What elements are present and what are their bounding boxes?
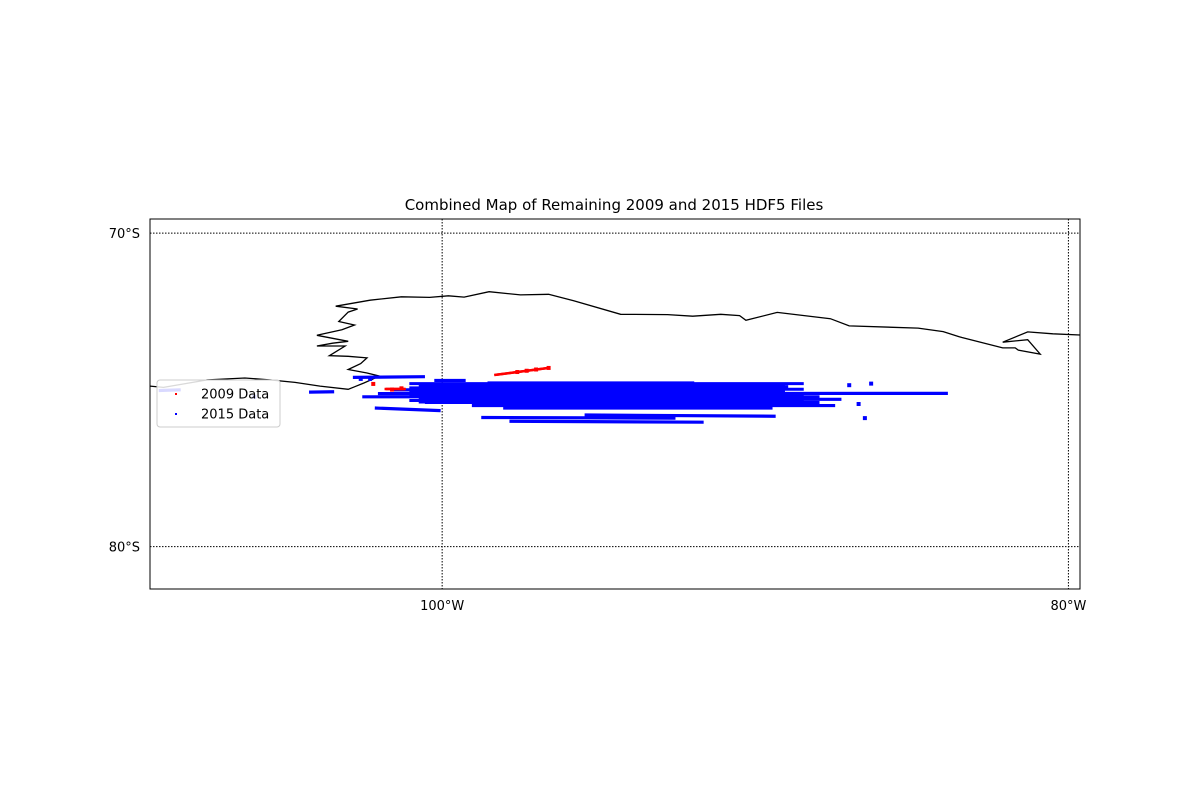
legend-marker — [175, 393, 177, 395]
series-2009-data-top — [385, 366, 549, 391]
data-point — [869, 381, 874, 386]
legend-label: 2009 Data — [201, 388, 269, 403]
data-point — [847, 383, 852, 388]
plot-area — [149, 218, 1081, 590]
data-track — [352, 375, 425, 379]
legend-label: 2015 Data — [201, 408, 269, 423]
chart-title: Combined Map of Remaining 2009 and 2015 … — [405, 196, 824, 214]
legend-box — [156, 379, 281, 428]
data-point — [358, 376, 363, 381]
data-track — [509, 419, 704, 424]
y-tick-label: 80°S — [109, 541, 140, 556]
data-track — [374, 406, 441, 413]
y-tick-label: 70°S — [109, 227, 140, 242]
data-track — [481, 415, 676, 420]
data-track — [495, 366, 549, 377]
data-track — [584, 413, 776, 418]
data-point — [368, 376, 373, 381]
x-tick-label: 100°W — [420, 599, 464, 614]
plot-inner — [150, 219, 1080, 589]
legend: 2009 Data 2015 Data — [156, 379, 281, 428]
data-point — [371, 381, 376, 386]
x-tick-label: 80°W — [1050, 599, 1086, 614]
data-point — [856, 402, 861, 406]
plot-frame — [149, 218, 1081, 590]
legend-marker — [175, 413, 177, 415]
series-2015-dense-tracks — [409, 382, 804, 404]
coastline — [150, 291, 1080, 390]
data-point — [862, 416, 867, 421]
axis-ticks: 100°W 80°W 70°S 80°S — [109, 227, 1087, 614]
